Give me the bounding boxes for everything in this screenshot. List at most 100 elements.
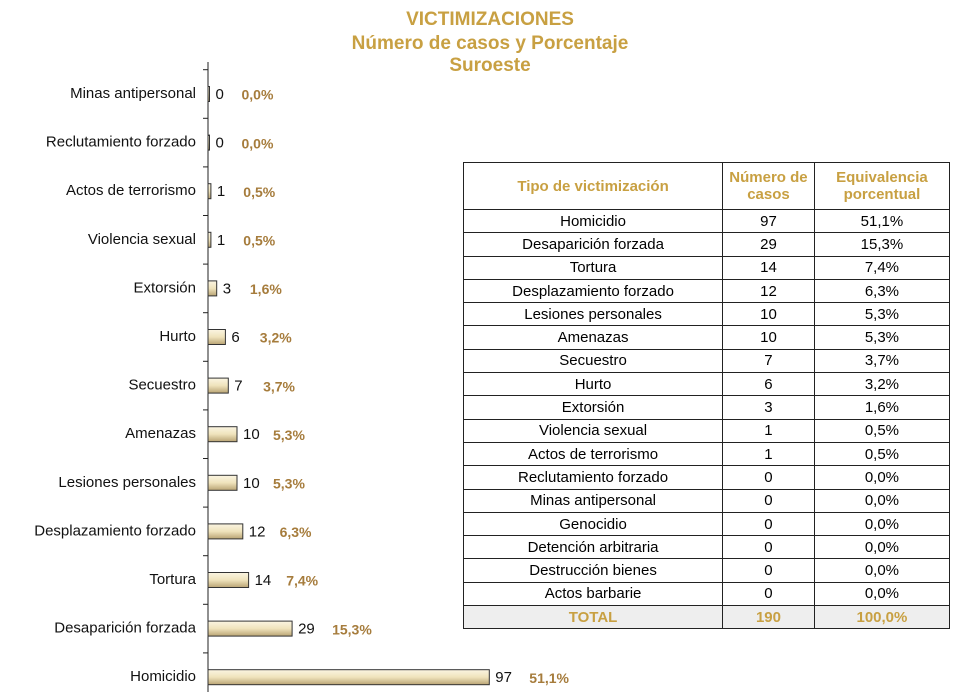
table-cell: Tortura bbox=[462, 255, 724, 280]
table-cell: 0 bbox=[722, 488, 815, 513]
bar bbox=[207, 572, 250, 588]
percent-label: 15,3% bbox=[332, 621, 372, 637]
table-cell: 51,1% bbox=[813, 208, 951, 234]
percent-label: 51,1% bbox=[529, 670, 569, 686]
table-cell: 0 bbox=[722, 558, 815, 583]
table-row: Extorsión 3 1,6% bbox=[462, 395, 951, 420]
value-label: 7 bbox=[234, 378, 242, 395]
total-cell: TOTAL bbox=[462, 605, 724, 630]
bar bbox=[207, 669, 490, 686]
header-cell: Equivalencia porcentual bbox=[813, 162, 951, 210]
category-label: Homicidio bbox=[130, 668, 196, 685]
chart-title: VICTIMIZACIONES bbox=[406, 9, 574, 30]
bar bbox=[207, 377, 229, 394]
table-cell: Destrucción bienes bbox=[462, 558, 724, 583]
value-label: 97 bbox=[495, 669, 512, 686]
category-label: Actos de terrorismo bbox=[66, 182, 196, 199]
table-row: Desaparición forzada 29 15,3% bbox=[462, 232, 951, 257]
bar bbox=[207, 620, 293, 637]
bar bbox=[207, 86, 210, 102]
table-cell: Secuestro bbox=[462, 348, 724, 374]
category-label: Secuestro bbox=[128, 377, 196, 394]
table-cell: 0,0% bbox=[813, 535, 951, 560]
table-cell: 1 bbox=[722, 441, 815, 467]
percent-label: 0,5% bbox=[243, 233, 275, 249]
table-row: Violencia sexual 1 0,5% bbox=[462, 418, 951, 443]
table-row: Tortura 14 7,4% bbox=[462, 255, 951, 280]
table-cell: 29 bbox=[722, 232, 815, 257]
table-cell: 5,3% bbox=[813, 302, 951, 327]
table-cell: 0 bbox=[722, 465, 815, 490]
value-label: 1 bbox=[217, 183, 225, 200]
category-label: Desplazamiento forzado bbox=[34, 522, 196, 539]
table-row: Genocidio 0 0,0% bbox=[462, 511, 951, 537]
data-table: Tipo de victimización Número de casos Equi… bbox=[462, 162, 951, 630]
category-label: Hurto bbox=[159, 328, 196, 345]
table-cell: 0 bbox=[722, 581, 815, 607]
table-cell: 0 bbox=[722, 511, 815, 537]
bar bbox=[207, 474, 238, 491]
percent-label: 7,4% bbox=[286, 573, 318, 589]
percent-label: 3,7% bbox=[263, 378, 295, 394]
table-row: Secuestro 7 3,7% bbox=[462, 348, 951, 374]
percent-label: 0,0% bbox=[242, 87, 274, 103]
category-label: Violencia sexual bbox=[88, 231, 196, 248]
bar bbox=[207, 523, 244, 540]
table-cell: 1,6% bbox=[813, 395, 951, 420]
table-cell: 3,2% bbox=[813, 372, 951, 397]
value-label: 6 bbox=[231, 329, 239, 346]
chart-region: Suroeste bbox=[449, 55, 530, 76]
table-header: Tipo de victimización Número de casos Equi… bbox=[462, 162, 951, 210]
table-cell: Extorsión bbox=[462, 395, 724, 420]
table-cell: 6 bbox=[722, 372, 815, 397]
percent-label: 3,2% bbox=[260, 330, 292, 346]
table-cell: Detención arbitraria bbox=[462, 535, 724, 560]
category-label: Lesiones personales bbox=[58, 474, 196, 491]
table-row: Minas antipersonal 0 0,0% bbox=[462, 488, 951, 513]
table-row: Actos de terrorismo 1 0,5% bbox=[462, 441, 951, 467]
table-cell: Desplazamiento forzado bbox=[462, 278, 724, 304]
value-label: 3 bbox=[223, 280, 231, 297]
bar bbox=[207, 329, 226, 345]
value-label: 29 bbox=[298, 621, 315, 638]
table-cell: 6,3% bbox=[813, 278, 951, 304]
table-cell: Lesiones personales bbox=[462, 302, 724, 327]
table-cell: Amenazas bbox=[462, 325, 724, 350]
category-label: Desaparición forzada bbox=[54, 620, 196, 637]
table-row: Amenazas 10 5,3% bbox=[462, 325, 951, 350]
chart-subtitle: Número de casos y Porcentaje bbox=[352, 33, 629, 54]
table-cell: 0,0% bbox=[813, 558, 951, 583]
table-row: Lesiones personales 10 5,3% bbox=[462, 302, 951, 327]
table-cell: 3 bbox=[722, 395, 815, 420]
value-label: 10 bbox=[243, 426, 260, 443]
table-cell: 3,7% bbox=[813, 348, 951, 374]
percent-label: 6,3% bbox=[280, 524, 312, 540]
table-cell: Violencia sexual bbox=[462, 418, 724, 443]
table-cell: Actos barbarie bbox=[462, 581, 724, 607]
category-label: Minas antipersonal bbox=[70, 85, 196, 102]
value-label: 0 bbox=[216, 86, 224, 103]
total-row: TOTAL 190 100,0% bbox=[462, 605, 951, 630]
table-row: Detención arbitraria 0 0,0% bbox=[462, 535, 951, 560]
table-cell: 97 bbox=[722, 208, 815, 234]
table-cell: 7,4% bbox=[813, 255, 951, 280]
table-row: Homicidio 97 51,1% bbox=[462, 208, 951, 234]
header-cell: Tipo de victimización bbox=[462, 162, 724, 210]
percent-label: 5,3% bbox=[273, 476, 305, 492]
table-cell: 7 bbox=[722, 348, 815, 374]
total-cell: 190 bbox=[722, 605, 815, 630]
table-cell: Reclutamiento forzado bbox=[462, 465, 724, 490]
table-cell: 5,3% bbox=[813, 325, 951, 350]
category-label: Extorsión bbox=[133, 279, 196, 296]
table-cell: Genocidio bbox=[462, 511, 724, 537]
category-label: Reclutamiento forzado bbox=[46, 134, 196, 151]
table-cell: Minas antipersonal bbox=[462, 488, 724, 513]
bar bbox=[207, 134, 210, 151]
percent-label: 0,5% bbox=[243, 184, 275, 200]
table-cell: 0,5% bbox=[813, 418, 951, 443]
value-label: 12 bbox=[249, 523, 266, 540]
table-cell: 15,3% bbox=[813, 232, 951, 257]
bar bbox=[207, 183, 212, 200]
